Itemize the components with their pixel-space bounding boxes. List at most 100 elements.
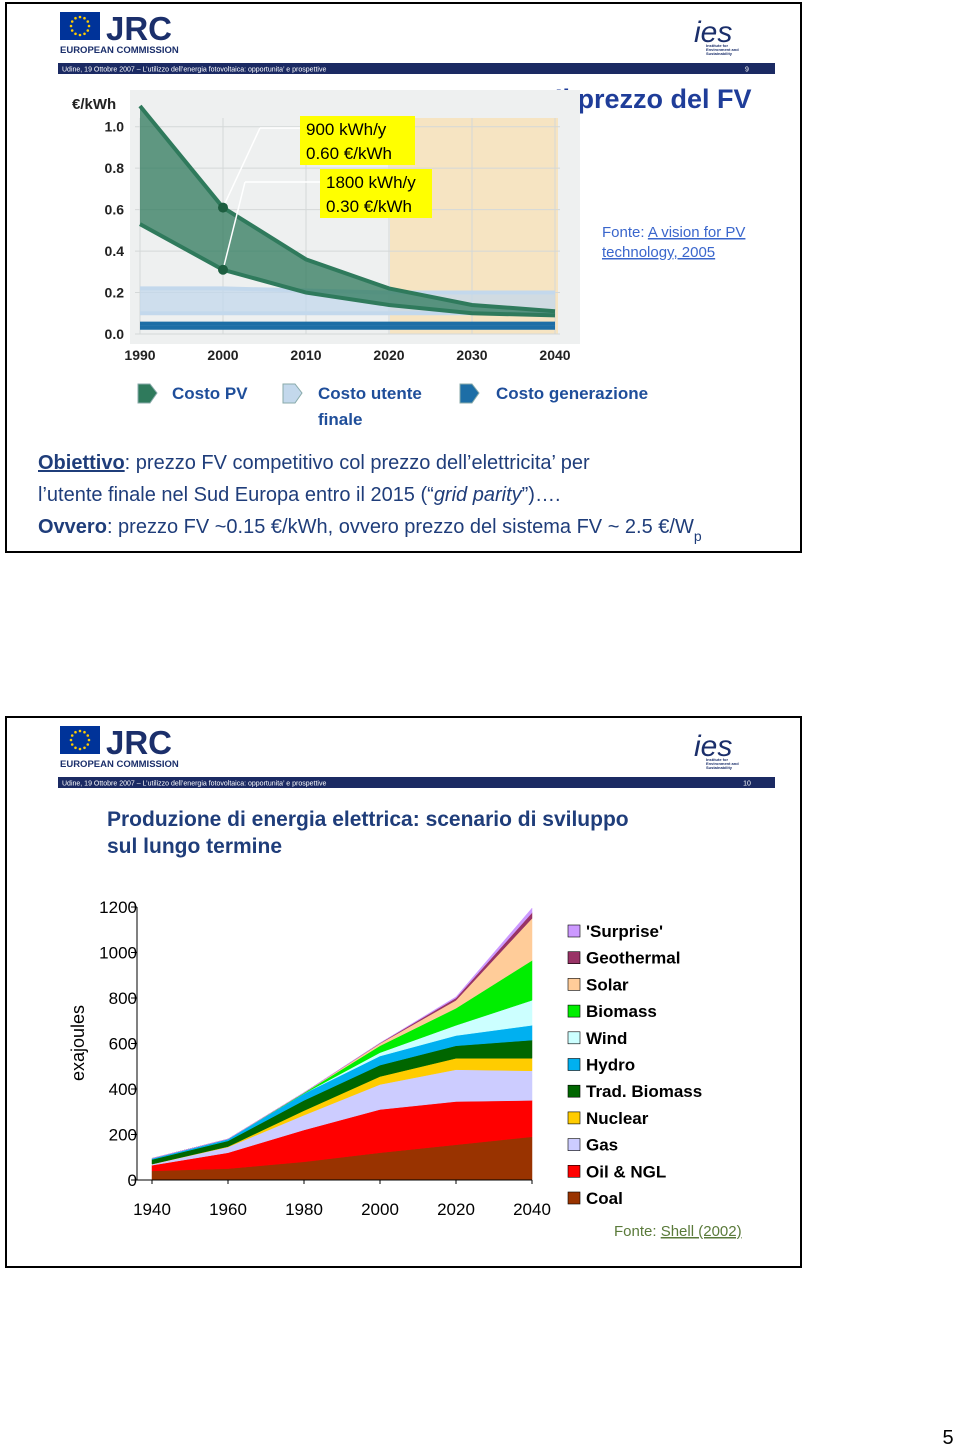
ies-caption: Institute for bbox=[706, 43, 728, 48]
legend-swatch bbox=[282, 383, 303, 404]
legend-swatch bbox=[567, 1191, 581, 1205]
body-subscript: p bbox=[694, 528, 702, 544]
body-text: ”)…. bbox=[522, 484, 561, 506]
stacked-area bbox=[151, 907, 533, 1159]
legend-label-line: finale bbox=[318, 410, 362, 429]
x-tick-label: 1960 bbox=[209, 1200, 247, 1219]
annotation-connector bbox=[222, 181, 246, 270]
footer-text: Udine, 19 Ottobre 2007 – L’utilizzo dell… bbox=[62, 781, 326, 788]
body-line: Ovvero: prezzo FV ~0.15 €/kWh, ovvero pr… bbox=[38, 516, 702, 544]
legend-label: Trad. Biomass bbox=[586, 1082, 702, 1101]
ies-caption: Environment and bbox=[706, 47, 739, 52]
ies-caption: Environment and bbox=[706, 761, 739, 766]
legend-swatch bbox=[567, 1111, 581, 1125]
source-link: technology, 2005 bbox=[602, 244, 715, 261]
ies-caption: Institute for bbox=[706, 757, 728, 762]
eu-star bbox=[78, 747, 82, 751]
eu-star bbox=[69, 24, 73, 28]
legend-label: Coal bbox=[586, 1189, 623, 1208]
source-link: A vision for PV bbox=[648, 224, 746, 241]
legend-label: Wind bbox=[586, 1029, 627, 1048]
eu-star bbox=[86, 734, 90, 737]
ies-caption: Sustainability bbox=[706, 765, 733, 770]
eu-star bbox=[86, 743, 90, 746]
legend-label: Biomass bbox=[586, 1002, 657, 1021]
footer-text: Udine, 19 Ottobre 2007 – L’utilizzo dell… bbox=[62, 67, 326, 74]
legend-swatch bbox=[137, 383, 158, 404]
y-tick-label: 1.0 bbox=[105, 119, 125, 135]
logo-name: JRC bbox=[106, 10, 172, 47]
legend-swatch bbox=[567, 1058, 581, 1071]
page-number: 5 bbox=[942, 1427, 953, 1445]
eu-star bbox=[83, 730, 86, 734]
eu-star bbox=[70, 29, 74, 32]
body-line: Obiettivo: prezzo FV competitivo col pre… bbox=[38, 452, 590, 474]
eu-star bbox=[78, 729, 82, 733]
eu-star bbox=[83, 16, 86, 20]
legend-label: Gas bbox=[586, 1136, 618, 1155]
y-tick-label: 800 bbox=[109, 989, 137, 1008]
legend-swatch bbox=[567, 1084, 581, 1098]
eu-star bbox=[78, 15, 82, 19]
eu-star bbox=[86, 29, 90, 32]
annotation: 900 kWh/y bbox=[306, 120, 387, 139]
x-tick-label: 1990 bbox=[124, 347, 155, 363]
annotation: 0.60 €/kWh bbox=[306, 144, 392, 163]
legend-label: 'Surprise' bbox=[586, 922, 663, 941]
eu-star bbox=[70, 743, 74, 746]
eu-star bbox=[74, 32, 77, 36]
legend-label: Costo utente finale bbox=[318, 384, 422, 429]
source-line: Fonte: A vision for PV bbox=[602, 224, 745, 241]
y-tick-label: 0.6 bbox=[105, 202, 125, 218]
body-line: l’utente finale nel Sud Europa entro il … bbox=[38, 484, 561, 506]
x-tick-label: 2000 bbox=[361, 1200, 399, 1219]
source-label: Fonte: bbox=[602, 224, 648, 241]
band-edge bbox=[139, 222, 556, 318]
annotation-connector bbox=[222, 127, 261, 208]
x-tick-label: 2010 bbox=[290, 347, 321, 363]
x-tick-label: 1980 bbox=[285, 1200, 323, 1219]
logo-name: JRC bbox=[106, 724, 172, 761]
legend-background bbox=[60, 376, 680, 412]
y-tick-label: 0 bbox=[128, 1171, 137, 1190]
annotation: 1800 kWh/y bbox=[326, 173, 416, 192]
legend-swatch bbox=[567, 1165, 581, 1178]
legend-label: Hydro bbox=[586, 1056, 635, 1075]
annotation-box bbox=[300, 116, 415, 165]
eu-star bbox=[83, 32, 86, 36]
body-text: : prezzo FV competitivo col prezzo dell’… bbox=[125, 452, 590, 474]
y-tick-label: 1200 bbox=[99, 898, 137, 917]
logo-org: EUROPEAN COMMISSION bbox=[60, 45, 179, 56]
eu-star bbox=[78, 33, 82, 37]
data-point bbox=[218, 202, 228, 213]
band-edge bbox=[138, 104, 556, 314]
x-tick-label: 2040 bbox=[539, 347, 570, 363]
legend-swatch bbox=[567, 1004, 581, 1018]
x-tick-label: 1940 bbox=[133, 1200, 171, 1219]
eu-star bbox=[83, 746, 86, 750]
body-text: : prezzo FV ~0.15 €/kWh, ovvero prezzo d… bbox=[107, 516, 694, 538]
y-tick-label: 600 bbox=[109, 1035, 137, 1054]
chart-title: sul lungo termine bbox=[107, 835, 282, 858]
legend-swatch bbox=[567, 1031, 581, 1045]
y-tick-label: 400 bbox=[109, 1080, 137, 1099]
y-tick-label: 0.4 bbox=[105, 243, 125, 259]
y-tick-label: 0.2 bbox=[105, 285, 125, 301]
legend-swatch bbox=[567, 978, 581, 991]
ies-caption: Sustainability bbox=[706, 51, 733, 56]
ies-logo: ies bbox=[694, 16, 732, 49]
y-tick-label: 200 bbox=[109, 1126, 137, 1145]
legend-swatch bbox=[567, 951, 581, 965]
x-tick-label: 2020 bbox=[437, 1200, 475, 1219]
legend-swatch bbox=[567, 1138, 581, 1151]
y-tick-label: 0.0 bbox=[105, 326, 125, 342]
eu-star bbox=[87, 738, 91, 742]
y-axis-label: €/kWh bbox=[72, 96, 116, 113]
x-tick-label: 2040 bbox=[513, 1200, 551, 1219]
eu-star bbox=[70, 20, 74, 23]
body-text: l’utente finale nel Sud Europa entro il … bbox=[38, 484, 434, 506]
slide-number: 10 bbox=[743, 781, 751, 788]
eu-star bbox=[86, 20, 90, 23]
eu-star bbox=[70, 734, 74, 737]
